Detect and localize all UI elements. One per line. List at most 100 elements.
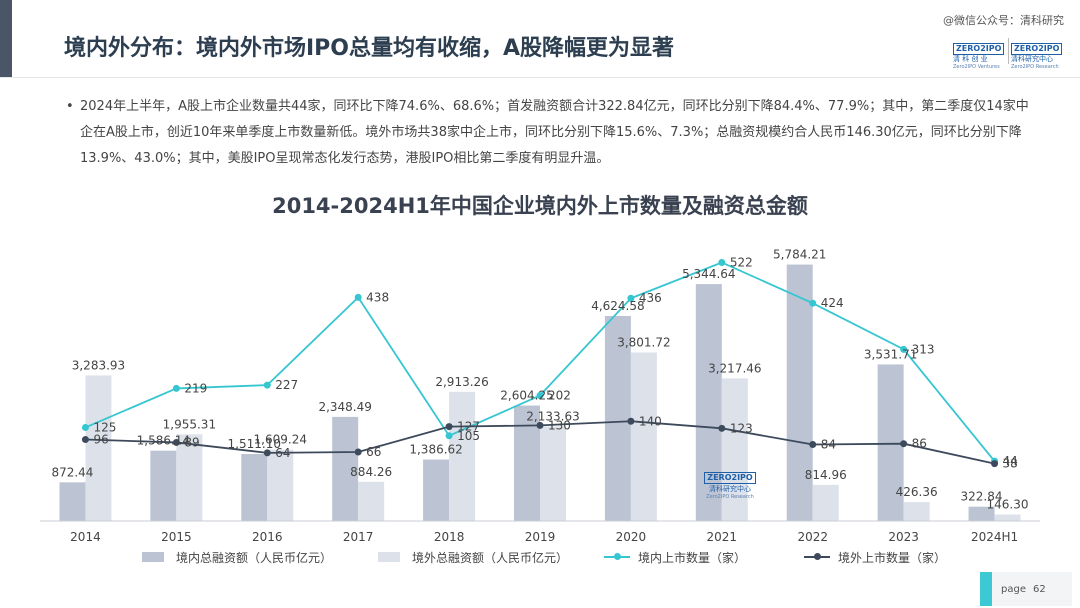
data-label: 130 xyxy=(548,418,571,432)
point xyxy=(172,384,180,392)
data-label: 5,344.64 xyxy=(682,267,735,281)
page-label: page xyxy=(1001,584,1026,595)
bar xyxy=(358,481,385,521)
data-label: 44 xyxy=(1003,454,1018,468)
data-label: 2,913.26 xyxy=(435,375,488,389)
point xyxy=(445,423,453,431)
x-tick-label: 2018 xyxy=(434,530,465,544)
point xyxy=(354,293,362,301)
x-tick-label: 2019 xyxy=(525,530,556,544)
x-tick-label: 2023 xyxy=(888,530,919,544)
logo-right-sub: Zero2IPO Research xyxy=(1011,64,1059,70)
data-label: 1,386.62 xyxy=(409,443,462,457)
summary-text: 2024年上半年，A股上市企业数量共44家，同环比下降74.6%、68.6%；首… xyxy=(80,99,1029,166)
legend-swatch-overseas-amount xyxy=(378,552,400,562)
logo-group: ZERO2IPO 清 科 创 业 Zero2IPO Ventures ZERO2… xyxy=(953,36,1065,70)
data-label: 436 xyxy=(639,291,662,305)
x-tick-label: 2015 xyxy=(161,530,192,544)
data-label: 522 xyxy=(730,255,753,269)
header-divider xyxy=(0,77,1080,78)
bar xyxy=(150,450,177,521)
point xyxy=(718,424,726,432)
legend-swatch-domestic-amount xyxy=(142,552,164,562)
data-label: 127 xyxy=(457,420,480,434)
bar xyxy=(786,264,813,521)
data-label: 202 xyxy=(548,388,571,402)
page-indicator xyxy=(980,572,1072,606)
point xyxy=(718,258,726,266)
point xyxy=(354,448,362,456)
point xyxy=(81,436,89,444)
point xyxy=(81,423,89,431)
logo-left-sub: Zero2IPO Ventures xyxy=(953,64,1000,70)
data-label: 1,586.14 xyxy=(137,434,190,448)
bar xyxy=(85,375,112,521)
data-label: 3,801.72 xyxy=(617,335,670,349)
zero2ipo-watermark: ZERO2IPO 清科研究中心 Zero2IPO Research xyxy=(699,465,761,501)
summary-bullet: • xyxy=(66,99,74,114)
legend-label-overseas-amount: 境外总融资额（人民币亿元） xyxy=(412,551,569,565)
point xyxy=(263,381,271,389)
data-label: 3,217.46 xyxy=(708,361,761,375)
watermark-sub: Zero2IPO Research xyxy=(706,494,754,500)
x-tick-label: 2020 xyxy=(616,530,647,544)
data-label: 140 xyxy=(639,414,662,428)
data-label: 4,624.58 xyxy=(591,299,644,313)
bar xyxy=(604,315,631,521)
point xyxy=(263,449,271,457)
point xyxy=(536,391,544,399)
bar xyxy=(267,449,294,521)
bar xyxy=(695,284,722,521)
zero2ipo-research-logo: ZERO2IPO 清科研究中心 Zero2IPO Research xyxy=(1011,36,1065,70)
data-label: 123 xyxy=(730,421,753,435)
page-indicator-accent xyxy=(980,572,992,606)
x-tick-label: 2024H1 xyxy=(971,530,1018,544)
bar xyxy=(332,416,359,521)
data-label: 89 xyxy=(184,435,199,449)
point xyxy=(172,438,180,446)
bar xyxy=(812,484,839,521)
x-tick-label: 2021 xyxy=(707,530,738,544)
legend-label-domestic-amount: 境内总融资额（人民币亿元） xyxy=(176,551,333,565)
bar xyxy=(176,434,203,521)
point xyxy=(536,421,544,429)
data-label: 2,604.25 xyxy=(500,389,553,403)
data-label: 64 xyxy=(275,446,290,460)
page-number: 62 xyxy=(1033,584,1046,595)
bar xyxy=(241,454,268,521)
legend-dot-overseas-count xyxy=(814,553,821,560)
x-tick-label: 2017 xyxy=(343,530,374,544)
bar xyxy=(59,482,86,521)
data-label: 38 xyxy=(1003,457,1018,471)
bar xyxy=(630,352,657,521)
data-label: 84 xyxy=(821,438,836,452)
point xyxy=(900,345,908,353)
bar xyxy=(994,514,1021,521)
bar xyxy=(968,506,995,521)
x-tick-label: 2014 xyxy=(70,530,101,544)
point xyxy=(809,299,817,307)
data-label: 1,511.10 xyxy=(228,437,281,451)
data-label: 1,955.31 xyxy=(163,417,216,431)
data-label: 3,283.93 xyxy=(72,358,125,372)
data-label: 814.96 xyxy=(805,468,847,482)
logo-left-line: 清 科 创 业 xyxy=(953,55,988,63)
data-label: 1,609.24 xyxy=(254,433,307,447)
bar xyxy=(877,364,904,521)
x-tick-label: 2016 xyxy=(252,530,283,544)
data-label: 219 xyxy=(184,381,207,395)
watermark-line: 清科研究中心 xyxy=(709,485,751,493)
bar xyxy=(903,502,930,521)
chart-title: 2014-2024H1年中国企业境内外上市数量及融资总金额 xyxy=(272,194,808,218)
data-label: 146.30 xyxy=(987,498,1029,512)
logo-left-box: ZERO2IPO xyxy=(953,43,1005,55)
point xyxy=(991,460,999,468)
data-label: 86 xyxy=(912,437,927,451)
wechat-account-label: @微信公众号：清科研究 xyxy=(943,14,1064,27)
legend-label-overseas-count: 境外上市数量（家） xyxy=(838,551,947,565)
point xyxy=(809,441,817,449)
data-label: 2,133.63 xyxy=(526,409,579,423)
header-accent-bar xyxy=(0,0,12,78)
data-label: 5,784.21 xyxy=(773,248,826,262)
legend-dot-domestic-count xyxy=(614,553,621,560)
